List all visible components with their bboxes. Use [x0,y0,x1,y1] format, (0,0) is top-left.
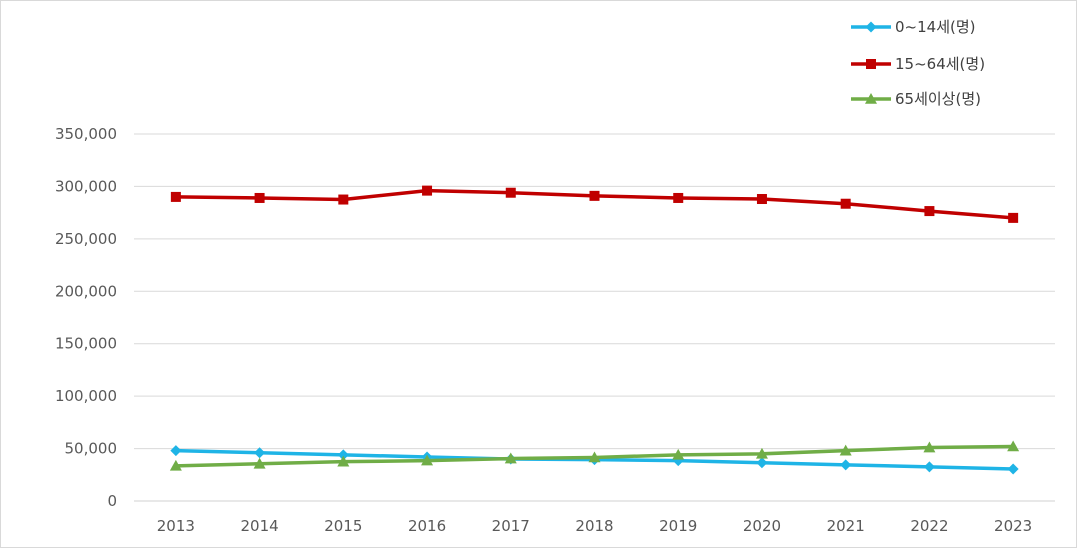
data-point [505,187,516,198]
data-point [588,451,601,463]
data-point [756,457,768,469]
data-point [924,206,935,217]
data-point [170,445,182,457]
data-point [840,459,852,471]
legend-marker [865,93,877,104]
data-point [1008,212,1019,223]
x-tick-label: 2019 [659,517,697,535]
legend-entry: 15~64세(명) [851,55,985,73]
data-point [338,194,349,205]
data-point [253,457,266,469]
data-point [422,185,433,196]
y-tick-label: 100,000 [55,387,117,405]
data-point [756,194,767,205]
data-point [170,191,181,202]
data-point [337,455,350,467]
data-point [755,447,768,459]
x-tick-label: 2023 [994,517,1032,535]
legend: 0~14세(명) 15~64세(명) 65세이상(명) [851,18,985,108]
x-tick-label: 2013 [157,517,195,535]
legend-label: 0~14세(명) [895,18,976,36]
x-axis-tick-labels: 2013 2014 2015 2016 2017 2018 2019 2020 2021 2022… [157,517,1032,535]
x-tick-label: 2021 [827,517,865,535]
legend-label: 65세이상(명) [895,90,981,108]
legend-entry: 0~14세(명) [851,18,976,36]
y-tick-label: 0 [107,492,117,510]
data-point [504,452,517,464]
x-tick-label: 2014 [240,517,278,535]
x-tick-label: 2020 [743,517,781,535]
data-point [337,449,349,461]
series-3 [169,440,1020,471]
data-point [169,459,182,471]
plot-area [169,185,1020,475]
x-tick-label: 2022 [910,517,948,535]
data-point [923,441,936,453]
data-point [673,192,684,203]
data-point [589,190,600,201]
y-axis-tick-labels: 0 50,000 100,000 150,000 200,000 250,000 300,0… [55,125,117,510]
x-tick-label: 2016 [408,517,446,535]
x-tick-label: 2018 [575,517,613,535]
y-tick-label: 250,000 [55,230,117,248]
y-tick-label: 350,000 [55,125,117,143]
data-point [421,454,434,466]
y-tick-label: 300,000 [55,177,117,195]
x-tick-label: 2017 [492,517,530,535]
x-tick-label: 2015 [324,517,362,535]
data-point [672,448,685,460]
y-tick-label: 200,000 [55,282,117,300]
data-point [840,198,851,209]
series-2 [170,185,1019,223]
legend-label: 15~64세(명) [895,55,985,73]
y-tick-label: 50,000 [65,440,118,458]
data-point [254,192,265,203]
legend-marker [865,21,877,33]
data-point [1007,463,1019,475]
data-point [923,461,935,473]
data-point [254,447,266,459]
data-point [1007,440,1020,452]
y-tick-label: 150,000 [55,335,117,353]
legend-marker [866,59,876,69]
gridlines [134,133,1055,502]
data-point [839,444,852,456]
legend-entry: 65세이상(명) [851,90,981,108]
